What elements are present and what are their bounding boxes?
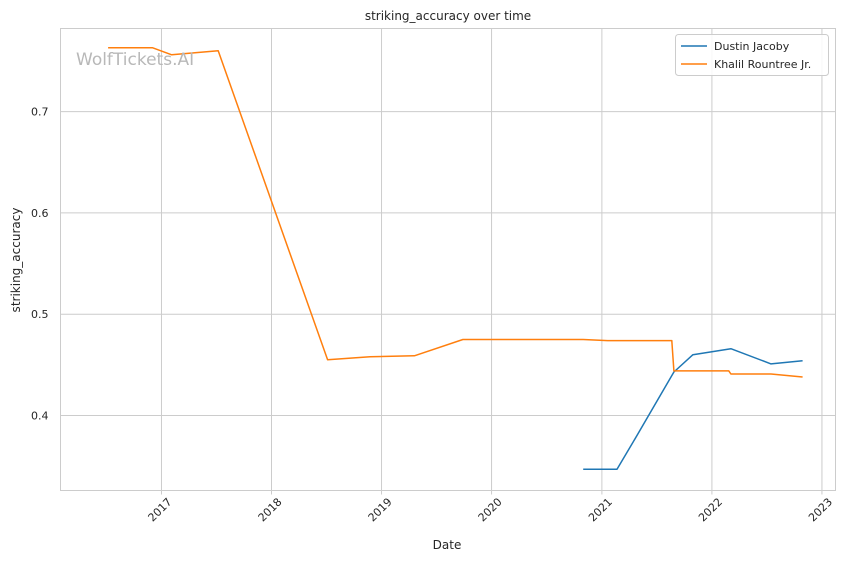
x-tick-label: 2022 bbox=[696, 495, 725, 524]
x-tick-label: 2017 bbox=[146, 495, 175, 524]
series-line-1 bbox=[583, 347, 803, 470]
series-line-2 bbox=[108, 47, 803, 378]
y-tick-label: 0.7 bbox=[31, 106, 49, 119]
x-tick-label: 2021 bbox=[586, 495, 615, 524]
legend-box bbox=[675, 34, 829, 76]
y-tick-label: 0.6 bbox=[31, 207, 49, 220]
y-axis-title: striking_accuracy bbox=[9, 208, 23, 313]
x-tick-label: 2018 bbox=[256, 495, 285, 524]
x-axis-ticks: 2017 2018 2019 2020 2021 2022 2023 bbox=[146, 490, 835, 524]
chart-title: striking_accuracy over time bbox=[365, 9, 531, 23]
y-tick-label: 0.5 bbox=[31, 308, 49, 321]
x-tick-label: 2019 bbox=[366, 495, 395, 524]
legend-label: Dustin Jacoby bbox=[714, 40, 790, 53]
grid bbox=[60, 28, 836, 491]
legend-label: Khalil Rountree Jr. bbox=[714, 58, 811, 71]
plot-frame bbox=[60, 28, 836, 491]
y-axis-ticks: 0.4 0.5 0.6 0.7 bbox=[31, 106, 49, 423]
y-tick-label: 0.4 bbox=[31, 410, 49, 423]
x-tick-label: 2023 bbox=[806, 495, 835, 524]
series-lines bbox=[108, 47, 803, 470]
watermark: WolfTickets.AI bbox=[76, 50, 194, 70]
x-axis-title: Date bbox=[433, 538, 462, 552]
legend: Dustin Jacoby Khalil Rountree Jr. bbox=[675, 34, 829, 76]
x-tick-label: 2020 bbox=[476, 495, 505, 524]
